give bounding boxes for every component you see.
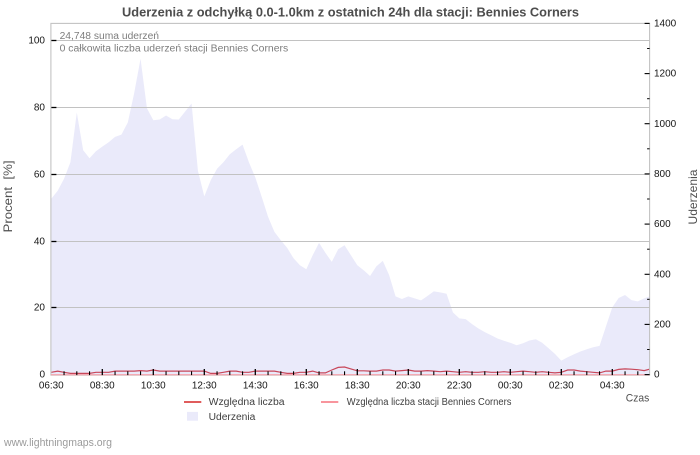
- svg-text:12:30: 12:30: [192, 380, 217, 391]
- svg-text:Względna liczba stacji Bennies: Względna liczba stacji Bennies Corners: [347, 397, 512, 408]
- svg-text:800: 800: [654, 169, 671, 180]
- svg-text:100: 100: [28, 36, 45, 47]
- svg-text:60: 60: [34, 170, 46, 181]
- svg-text:www.lightningmaps.org: www.lightningmaps.org: [3, 437, 112, 449]
- svg-text:600: 600: [654, 219, 671, 230]
- svg-text:1000: 1000: [654, 119, 677, 130]
- svg-text:0: 0: [39, 370, 45, 381]
- svg-text:40: 40: [34, 237, 46, 248]
- svg-text:Procent [%]: Procent [%]: [1, 161, 15, 233]
- svg-text:200: 200: [654, 320, 671, 331]
- svg-text:1200: 1200: [654, 69, 677, 80]
- svg-text:14:30: 14:30: [243, 380, 268, 391]
- svg-text:20:30: 20:30: [396, 380, 421, 391]
- svg-text:Uderzenia z odchyłką 0.0-1.0km: Uderzenia z odchyłką 0.0-1.0km z ostatni…: [122, 4, 579, 19]
- svg-text:0 całkowita liczba uderzeń sta: 0 całkowita liczba uderzeń stacji Bennie…: [60, 43, 289, 54]
- svg-text:80: 80: [34, 103, 46, 114]
- svg-text:Uderzenia: Uderzenia: [686, 169, 700, 224]
- svg-text:18:30: 18:30: [345, 380, 370, 391]
- svg-text:00:30: 00:30: [498, 380, 523, 391]
- svg-text:08:30: 08:30: [90, 380, 115, 391]
- svg-text:10:30: 10:30: [141, 380, 166, 391]
- svg-text:400: 400: [654, 269, 671, 280]
- svg-text:02:30: 02:30: [549, 380, 574, 391]
- svg-text:0: 0: [654, 370, 660, 381]
- svg-text:24,748 suma uderzeń: 24,748 suma uderzeń: [60, 31, 159, 42]
- svg-text:1400: 1400: [654, 19, 677, 30]
- svg-text:16:30: 16:30: [294, 380, 319, 391]
- svg-text:20: 20: [34, 303, 46, 314]
- svg-text:22:30: 22:30: [447, 380, 472, 391]
- svg-text:Względna liczba: Względna liczba: [209, 397, 285, 408]
- svg-text:04:30: 04:30: [600, 380, 625, 391]
- svg-text:Uderzenia: Uderzenia: [209, 412, 256, 423]
- svg-text:Czas: Czas: [626, 393, 650, 405]
- svg-text:06:30: 06:30: [39, 380, 64, 391]
